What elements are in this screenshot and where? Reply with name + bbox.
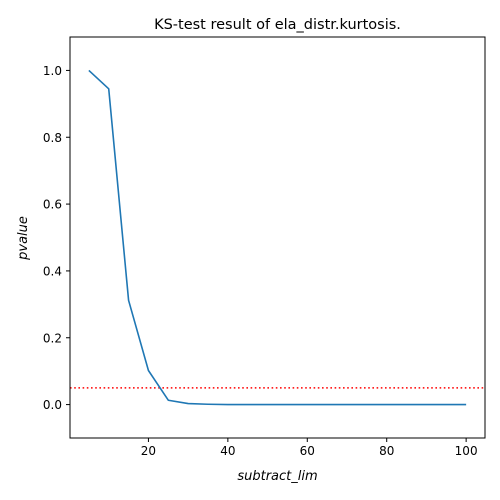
chart-title: KS-test result of ela_distr.kurtosis. (154, 17, 401, 33)
y-tick-label: 0.4 (43, 264, 62, 278)
y-tick-label: 1.0 (43, 64, 62, 78)
data-point (227, 404, 229, 406)
plot-layer (70, 69, 485, 406)
data-point (128, 300, 130, 302)
data-point (207, 403, 209, 405)
data-point (306, 404, 308, 406)
y-tick-label: 0.6 (43, 198, 62, 212)
data-point (187, 403, 189, 405)
data-point (267, 404, 269, 406)
data-point (406, 404, 408, 406)
x-tick-label: 60 (300, 444, 315, 458)
y-axis-label: pvalue (16, 216, 31, 261)
data-point (108, 88, 110, 90)
series-line (88, 69, 467, 406)
y-tick-label: 0.8 (43, 131, 62, 145)
x-tick-label: 100 (455, 444, 478, 458)
data-point (247, 404, 249, 406)
x-tick-label: 80 (379, 444, 394, 458)
y-tick-label: 0.2 (43, 331, 62, 345)
data-point (326, 404, 328, 406)
data-point (167, 399, 169, 401)
data-point (346, 404, 348, 406)
x-axis-label: subtract_lim (237, 469, 317, 484)
x-tick-label: 40 (220, 444, 235, 458)
y-tick-label: 0.0 (43, 398, 62, 412)
plot-frame (69, 36, 486, 439)
data-point (465, 404, 467, 406)
data-point (445, 404, 447, 406)
x-tick-label: 20 (141, 444, 156, 458)
data-point (426, 404, 428, 406)
data-point (287, 404, 289, 406)
data-point (148, 370, 150, 372)
ticks-layer: 20 40 60 80 100 0.0 0.2 0.4 0.6 0.8 1.0 (43, 64, 478, 458)
data-point (386, 404, 388, 406)
data-point (366, 404, 368, 406)
data-point (88, 70, 90, 72)
